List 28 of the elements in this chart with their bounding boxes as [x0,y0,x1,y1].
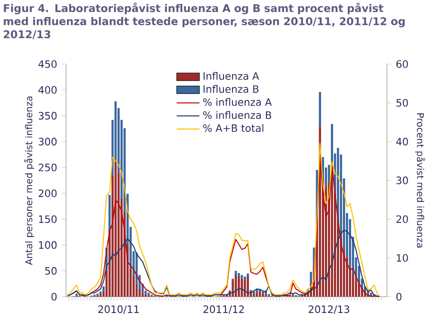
legend-label: Influenza A [204,72,260,80]
x-tick-label: 2011/12 [204,305,244,314]
x-tick-label: 2012/13 [308,305,350,314]
y-tick-label: 200 [38,189,57,198]
y-tick-label: 400 [38,86,57,94]
y2-tick-label: 10 [396,254,408,262]
x-tick-label: 2010/11 [98,305,139,314]
y2-tick-label: 30 [396,176,408,184]
y-tick-label: 0 [52,292,57,301]
y-tick-label: 50 [45,267,57,275]
y-axis-title: Antal personer med påvist influenza [24,96,34,265]
y-tick-label: 100 [39,241,57,249]
y2-tick-label: 20 [396,215,408,223]
y-tick-label: 350 [38,112,57,120]
legend-label: Influenza B [204,85,258,93]
chart-title: Figur 4. Laboratoriepåvist influenza A og B samt procent påvist med influenza blandt testede personer, sæson 2010/11, 2011/12 og 2012/13 [4,2,405,40]
y2-axis-title: Procent påvist med influenza [415,113,426,248]
y-tick-label: 450 [38,60,57,68]
y2-tick-label: 40 [396,138,408,146]
y2-tick-label: 50 [396,99,408,107]
legend-label: % influenza B [203,111,272,119]
y-tick-label: 150 [39,215,57,223]
y2-tick-label: 0 [396,292,402,301]
y-tick-label: 250 [38,164,57,172]
y-tick-label: 300 [38,138,57,146]
y2-tick-label: 60 [396,60,408,68]
legend-label: % A+B total [203,124,264,132]
legend-label: % influenza A [203,98,272,106]
